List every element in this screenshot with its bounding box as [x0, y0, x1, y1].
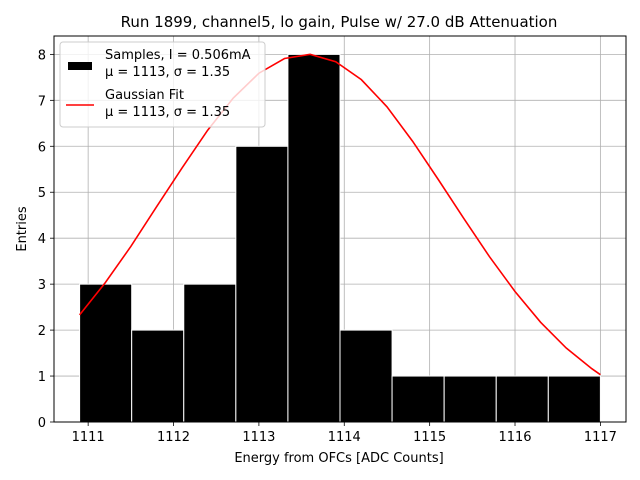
- y-tick-label: 7: [38, 94, 46, 109]
- histogram-bar: [287, 53, 341, 423]
- gaussian-fit-line: [78, 53, 601, 376]
- y-axis-label: Entries: [15, 206, 30, 252]
- histogram-bar: [547, 375, 601, 423]
- x-tick-label: 1115: [413, 430, 446, 445]
- y-tick-label: 5: [38, 186, 46, 201]
- histogram-bars: [79, 53, 601, 423]
- y-tick-label: 4: [38, 232, 46, 247]
- y-tick-label: 2: [38, 324, 46, 339]
- histogram-bar: [391, 375, 445, 423]
- y-axis-ticks: 0 1 2 3 4 5 6 7 8: [38, 48, 54, 431]
- y-tick-label: 6: [38, 140, 46, 155]
- chart-title: Run 1899, channel5, lo gain, Pulse w/ 27…: [121, 13, 558, 31]
- histogram-bar: [443, 375, 497, 423]
- histogram-bar: [495, 375, 549, 423]
- legend-box: [59, 41, 266, 128]
- histogram-bar: [183, 283, 237, 423]
- legend: Samples, I = 0.506mA μ = 1113, σ = 1.35 …: [59, 41, 266, 128]
- x-axis-label: Energy from OFCs [ADC Counts]: [234, 451, 443, 466]
- x-tick-label: 1113: [242, 430, 275, 445]
- legend-swatch-samples: [68, 62, 92, 70]
- x-tick-label: 1117: [584, 430, 617, 445]
- x-tick-label: 1112: [157, 430, 190, 445]
- x-tick-label: 1114: [328, 430, 361, 445]
- histogram-bar: [79, 283, 133, 423]
- y-tick-label: 0: [38, 416, 46, 431]
- legend-samples-line1: Samples, I = 0.506mA: [105, 48, 251, 63]
- y-tick-label: 1: [38, 370, 46, 385]
- x-tick-label: 1116: [498, 430, 531, 445]
- x-axis-ticks: 1111 1112 1113 1114 1115 1116 1117: [72, 422, 617, 445]
- legend-fit-line1: Gaussian Fit: [105, 88, 184, 103]
- legend-samples-line2: μ = 1113, σ = 1.35: [105, 65, 230, 80]
- histogram-bar: [339, 329, 393, 423]
- y-tick-label: 8: [38, 48, 46, 63]
- y-tick-label: 3: [38, 278, 46, 293]
- legend-fit-line2: μ = 1113, σ = 1.35: [105, 105, 230, 120]
- histogram-bar: [131, 329, 185, 423]
- plot-frame: [53, 35, 627, 423]
- x-tick-label: 1111: [72, 430, 105, 445]
- histogram-bar: [235, 145, 289, 423]
